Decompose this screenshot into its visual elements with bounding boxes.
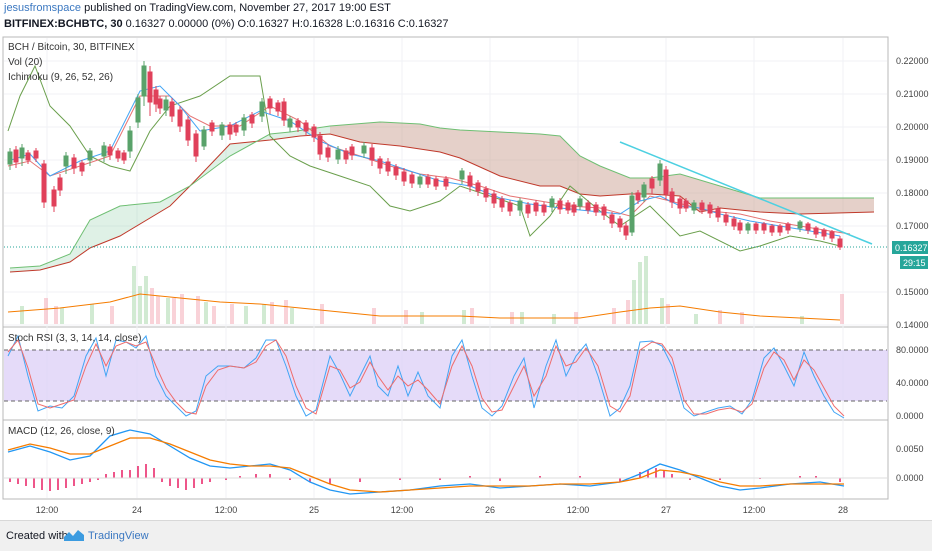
- ichimoku-senkou-b: [9, 133, 875, 273]
- svg-text:0.18000: 0.18000: [896, 188, 929, 198]
- ichimoku-cloud-bull: [10, 122, 874, 272]
- author-link[interactable]: jesusfromspace: [4, 2, 82, 14]
- svg-text:12:00: 12:00: [567, 505, 590, 515]
- indicator-ichimoku[interactable]: Ichimoku (9, 26, 52, 26): [8, 72, 113, 83]
- publish-text: published on TradingView.com, November 2…: [84, 2, 391, 14]
- last-price-value: 0.16327: [895, 243, 928, 253]
- countdown-tag: [900, 256, 928, 269]
- ichimoku-cloud-bear: [330, 122, 874, 214]
- macd-title[interactable]: MACD (12, 26, close, 9): [8, 426, 115, 437]
- last-price-tag: [892, 241, 928, 254]
- svg-text:12:00: 12:00: [743, 505, 766, 515]
- svg-text:0.0000: 0.0000: [896, 473, 924, 483]
- svg-text:0.19000: 0.19000: [896, 155, 929, 165]
- countdown-value: 29:15: [903, 258, 926, 268]
- macd-axis: 0.0050 0.0000: [896, 444, 924, 483]
- time-axis: 12:00 24 12:00 25 12:00 26 12:00 27 12:0…: [36, 505, 848, 515]
- tradingview-brand[interactable]: TradingView: [88, 530, 149, 542]
- ichimoku-chikou: [7, 64, 841, 252]
- rsi-axis: 80.0000 40.0000 0.0000: [896, 345, 929, 421]
- svg-text:12:00: 12:00: [36, 505, 59, 515]
- tradingview-logo-icon[interactable]: [64, 529, 84, 541]
- chart-area[interactable]: 0.22000 0.21000 0.20000 0.19000 0.18000 …: [0, 36, 932, 520]
- svg-text:27: 27: [661, 505, 671, 515]
- svg-text:28: 28: [838, 505, 848, 515]
- svg-text:40.0000: 40.0000: [896, 378, 929, 388]
- signal-line: [7, 437, 844, 493]
- trend-line[interactable]: [619, 141, 873, 245]
- chart-svg[interactable]: 0.22000 0.21000 0.20000 0.19000 0.18000 …: [0, 36, 932, 520]
- svg-text:80.0000: 80.0000: [896, 345, 929, 355]
- price-axis: 0.22000 0.21000 0.20000 0.19000 0.18000 …: [896, 56, 929, 330]
- macd-histogram: [9, 464, 841, 491]
- svg-text:25: 25: [309, 505, 319, 515]
- svg-text:0.22000: 0.22000: [896, 56, 929, 66]
- publish-info: jesusfromspace published on TradingView.…: [4, 2, 391, 18]
- ohlc-values: 0.16327 0.00000 (0%) O:0.16327 H:0.16328…: [125, 18, 449, 30]
- svg-text:0.14000: 0.14000: [896, 320, 929, 330]
- svg-text:24: 24: [132, 505, 142, 515]
- stoch-d-line: [7, 339, 845, 417]
- svg-text:12:00: 12:00: [391, 505, 414, 515]
- volume-ma-line: [7, 293, 841, 321]
- svg-text:26: 26: [485, 505, 495, 515]
- rsi-title[interactable]: Stoch RSI (3, 3, 14, 14, close): [8, 333, 141, 344]
- indicator-vol[interactable]: Vol (20): [8, 57, 42, 68]
- candlesticks: [7, 61, 843, 250]
- svg-text:0.0000: 0.0000: [896, 411, 924, 421]
- ichimoku-senkou-a: [9, 121, 874, 269]
- svg-text:0.17000: 0.17000: [896, 221, 929, 231]
- svg-text:0.15000: 0.15000: [896, 287, 929, 297]
- svg-text:12:00: 12:00: [215, 505, 238, 515]
- macd-pane-border: [2, 419, 889, 500]
- stoch-k-line: [7, 334, 845, 419]
- svg-text:0.0050: 0.0050: [896, 444, 924, 454]
- svg-text:0.20000: 0.20000: [896, 122, 929, 132]
- footer: Created with TradingView: [0, 520, 932, 551]
- volume-bars: [20, 256, 844, 324]
- pane-title[interactable]: BCH / Bitcoin, 30, BITFINEX: [8, 42, 135, 53]
- macd-line: [7, 429, 845, 495]
- svg-text:0.21000: 0.21000: [896, 89, 929, 99]
- created-with-label: Created with: [6, 530, 68, 542]
- symbol-label: BITFINEX:BCHBTC, 30: [4, 18, 123, 30]
- quote-info: BITFINEX:BCHBTC, 30 0.16327 0.00000 (0%)…: [4, 18, 449, 34]
